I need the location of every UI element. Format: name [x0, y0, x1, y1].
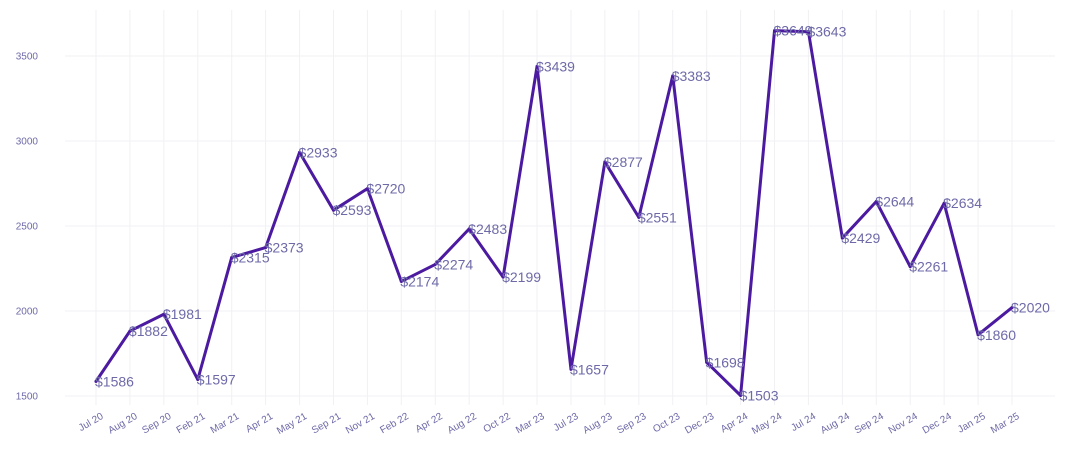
- data-label: $2644: [875, 194, 914, 210]
- data-point: [331, 208, 335, 212]
- x-tick-label: Apr 24: [719, 411, 750, 435]
- data-label: $2199: [502, 269, 541, 285]
- data-label: $2877: [604, 154, 643, 170]
- data-label: $2315: [231, 249, 270, 265]
- x-tick-label: Jul 20: [77, 411, 106, 434]
- data-point: [535, 64, 539, 68]
- data-point: [128, 329, 132, 333]
- data-point: [739, 393, 743, 397]
- data-point: [264, 246, 268, 250]
- x-tick-label: Dec 24: [921, 411, 954, 437]
- data-label: $2174: [400, 273, 439, 289]
- data-label: $2634: [943, 195, 982, 211]
- data-point: [569, 367, 573, 371]
- data-point: [399, 279, 403, 283]
- data-point: [501, 275, 505, 279]
- x-tick-label: Oct 23: [651, 411, 682, 435]
- data-label: $3643: [807, 24, 846, 40]
- x-tick-label: Jan 25: [956, 411, 988, 436]
- data-label: $2933: [299, 144, 338, 160]
- data-point: [773, 29, 777, 33]
- data-label: $3649: [774, 23, 813, 39]
- series-layer: [94, 29, 1014, 397]
- x-tick-label: Apr 22: [414, 411, 445, 435]
- x-tick-label: Sep 21: [310, 411, 343, 437]
- data-point: [196, 378, 200, 382]
- data-label: $2720: [366, 181, 405, 197]
- data-point: [1010, 306, 1014, 310]
- data-point: [671, 74, 675, 78]
- data-point: [840, 236, 844, 240]
- x-tick-label: Aug 24: [819, 411, 852, 437]
- data-label: $3439: [536, 58, 575, 74]
- x-tick-label: Sep 23: [615, 411, 648, 437]
- x-tick-label: Nov 24: [887, 411, 920, 437]
- x-tick-label: Mar 25: [989, 411, 1022, 436]
- data-point: [806, 30, 810, 34]
- data-label: $2274: [434, 256, 473, 272]
- x-tick-label: May 21: [275, 411, 309, 437]
- x-tick-label: Jul 24: [789, 411, 818, 434]
- x-tick-label: Mar 21: [209, 411, 242, 436]
- series-line: [94, 29, 1014, 397]
- data-label: $1657: [570, 361, 609, 377]
- data-label: $2551: [638, 209, 677, 225]
- y-tick-label: 3500: [16, 52, 39, 63]
- data-point: [230, 255, 234, 259]
- data-point: [603, 160, 607, 164]
- x-tick-label: Sep 20: [140, 411, 173, 437]
- data-point: [942, 201, 946, 205]
- x-tick-label: Nov 21: [344, 411, 377, 437]
- data-label: $1597: [197, 372, 236, 388]
- data-label: $2483: [468, 221, 507, 237]
- grid-layer: [65, 10, 1055, 405]
- x-tick-label: Apr 21: [244, 411, 275, 435]
- data-point: [365, 187, 369, 191]
- x-tick-label: Aug 23: [581, 411, 614, 437]
- data-point: [298, 150, 302, 154]
- x-tick-label: Feb 22: [378, 411, 411, 436]
- data-label: $2373: [265, 240, 304, 256]
- x-tick-label: Oct 22: [482, 411, 513, 435]
- y-tick-label: 1500: [16, 392, 39, 403]
- x-tick-label: Sep 24: [853, 411, 886, 437]
- y-tick-label: 2000: [16, 307, 39, 318]
- x-tick-label: Aug 20: [106, 411, 139, 437]
- x-tick-label: Jul 23: [552, 411, 581, 434]
- data-point: [637, 215, 641, 219]
- data-point: [874, 200, 878, 204]
- data-label: $2020: [1011, 300, 1050, 316]
- data-point: [433, 262, 437, 266]
- data-point: [94, 379, 98, 383]
- data-label: $1882: [129, 323, 168, 339]
- data-label: $1698: [706, 354, 745, 370]
- data-label-layer: $1586 $1882$1981 $1597 $2315$2373 $2933 $2593…: [95, 23, 1050, 404]
- data-point: [162, 312, 166, 316]
- data-point: [467, 227, 471, 231]
- data-label: $2429: [841, 230, 880, 246]
- data-label: $1981: [163, 306, 202, 322]
- data-label: $2593: [332, 202, 371, 218]
- y-tick-label: 3000: [16, 137, 39, 148]
- data-label: $1860: [977, 327, 1016, 343]
- x-tick-label: Aug 22: [446, 411, 479, 437]
- data-label: $2261: [909, 259, 948, 275]
- data-label: $1586: [95, 373, 134, 389]
- data-label: $3383: [672, 68, 711, 84]
- x-tick-label: Dec 23: [683, 411, 716, 437]
- x-tick-label: Mar 23: [514, 411, 547, 436]
- data-point: [976, 333, 980, 337]
- data-point: [908, 265, 912, 269]
- data-label: $1503: [740, 387, 779, 403]
- data-point: [705, 360, 709, 364]
- y-tick-label: 2500: [16, 222, 39, 233]
- x-tick-label: Feb 21: [175, 411, 208, 436]
- x-tick-label: May 24: [750, 411, 784, 437]
